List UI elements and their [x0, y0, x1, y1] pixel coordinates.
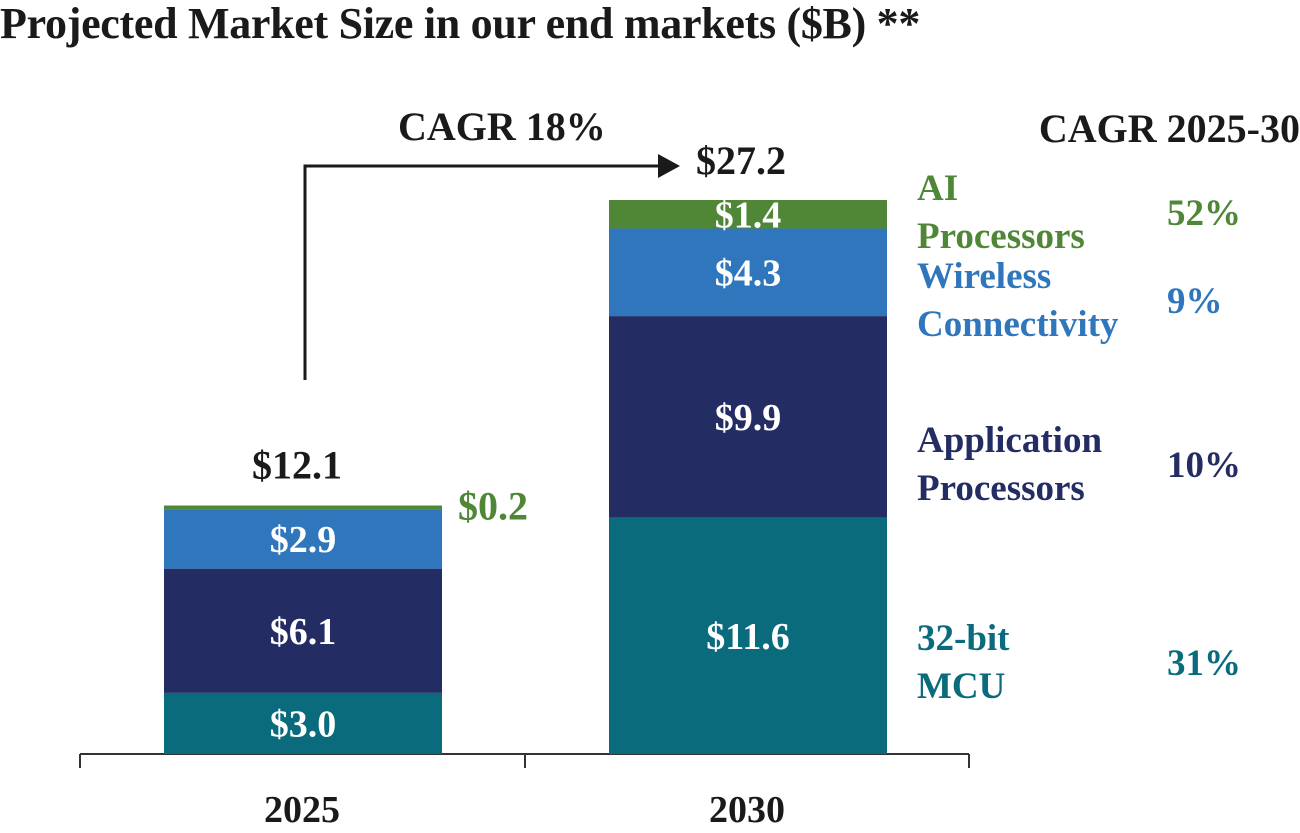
bar-segment	[164, 509, 442, 569]
total-label: $27.2	[696, 138, 786, 183]
bar-segment	[164, 692, 442, 754]
growth-arrowhead	[658, 154, 680, 178]
total-label: $12.1	[252, 443, 342, 488]
cagr-value: 9%	[1167, 281, 1223, 322]
data-label: $9.9	[715, 397, 782, 439]
bar-segment	[164, 568, 442, 693]
bar-segment	[609, 228, 887, 317]
legend-label: 32-bit	[917, 618, 1010, 659]
data-label: $3.0	[270, 703, 337, 745]
bar-segment	[609, 316, 887, 518]
legend-label: Processors	[917, 468, 1085, 509]
legend-label: MCU	[917, 666, 1005, 707]
legend-label: Application	[917, 420, 1102, 461]
cagr-value: 31%	[1167, 643, 1241, 684]
cagr-value: 10%	[1167, 445, 1241, 486]
bar-segment	[609, 200, 887, 229]
bar-segment	[609, 517, 887, 754]
data-label: $4.3	[715, 252, 782, 294]
bar-segment	[164, 505, 442, 510]
x-tick-label: 2025	[264, 789, 340, 831]
data-label: $1.4	[715, 194, 782, 236]
chart-title: Projected Market Size in our end markets…	[0, 0, 921, 48]
legend-label: Wireless	[917, 256, 1051, 297]
growth-arrow	[303, 164, 660, 380]
legend-label: Processors	[917, 216, 1085, 257]
growth-annotation: CAGR 18%	[398, 104, 606, 149]
legend-label: Connectivity	[917, 304, 1119, 345]
data-label: $0.2	[458, 484, 528, 529]
cagr-header: CAGR 2025-30	[1039, 106, 1300, 151]
data-label: $6.1	[270, 611, 337, 653]
legend-label: AI	[917, 168, 958, 209]
data-label: $2.9	[270, 519, 337, 561]
x-tick-label: 2030	[709, 789, 785, 831]
cagr-value: 52%	[1167, 193, 1241, 234]
data-label: $11.6	[706, 616, 789, 658]
